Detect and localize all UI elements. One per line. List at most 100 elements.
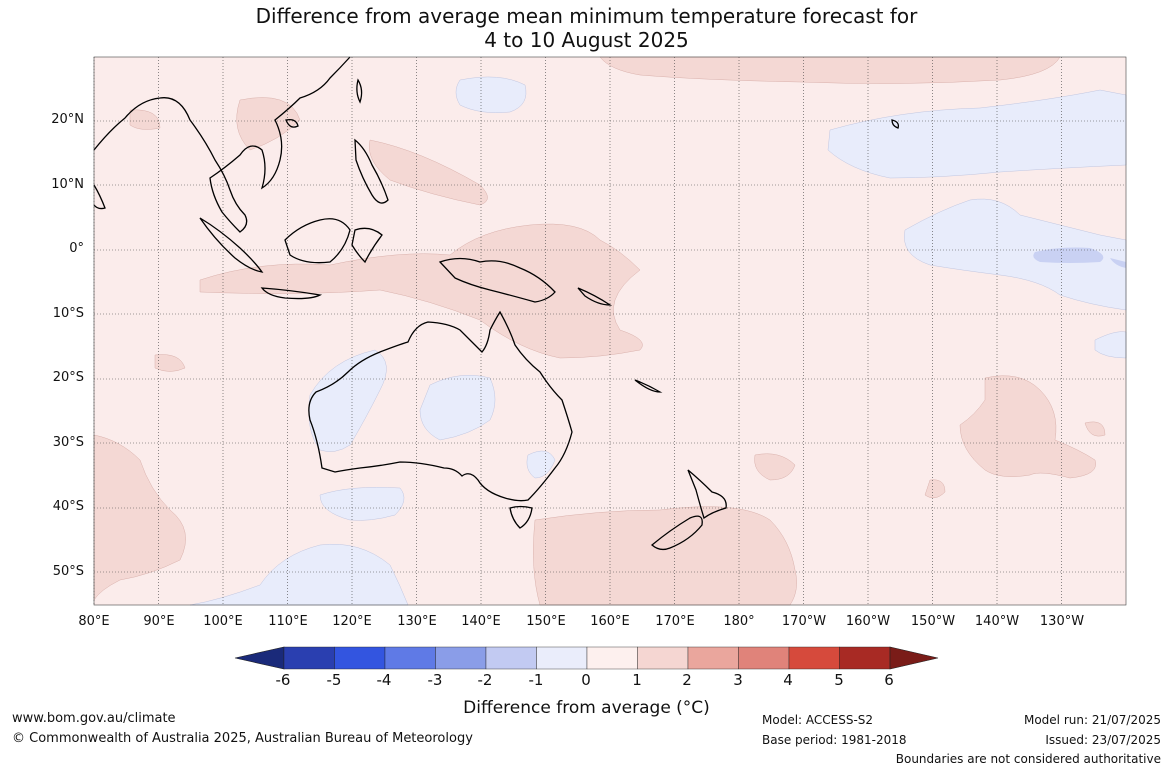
- coast-australia: [308, 310, 573, 502]
- title-line-2: 4 to 10 August 2025: [484, 28, 689, 52]
- lat-label: 40°S: [52, 499, 84, 514]
- lat-label: 20°S: [52, 370, 84, 385]
- coast-asia: [93, 56, 351, 233]
- colorbar-title: Difference from average (°C): [463, 698, 710, 718]
- cool-region-equatorial-pacific: [904, 198, 1127, 311]
- title-line-1: Difference from average mean minimum tem…: [255, 4, 918, 28]
- base-period: Base period: 1981-2018: [762, 733, 907, 747]
- colorbar-swatch: [384, 646, 436, 670]
- colorbar-swatch: [536, 646, 588, 670]
- lat-label: 20°N: [51, 112, 84, 127]
- cool-region-australia-interior: [419, 374, 496, 441]
- cool-region-southern-ocean-b: [189, 544, 409, 606]
- cool-strong-region-equatorial: [1033, 247, 1104, 263]
- colorbar-swatch: [788, 646, 840, 670]
- lon-label: 110°E: [268, 614, 308, 629]
- warm-region-north-pacific: [599, 56, 1061, 84]
- colorbar-tick: -5: [326, 671, 342, 689]
- coast-tasmania: [509, 505, 533, 529]
- warm-region-small-2: [924, 479, 946, 499]
- warm-region-tasman-south: [533, 506, 797, 606]
- coast-sulawesi: [351, 227, 383, 264]
- lon-label: 100°E: [203, 614, 243, 629]
- lat-label: 10°N: [51, 177, 84, 192]
- colorbar-swatch: [637, 646, 689, 670]
- colorbar-swatch: [485, 646, 537, 670]
- forecast-map: [93, 56, 1127, 670]
- lon-label: 130°W: [1039, 614, 1085, 629]
- warm-region-small-4: [1084, 421, 1106, 437]
- cool-region-southern-ocean-a: [319, 487, 405, 521]
- lon-label: 150°W: [910, 614, 956, 629]
- colorbar-swatch: [586, 646, 638, 670]
- coast-hainan: [285, 118, 299, 128]
- colorbar-tick: -3: [427, 671, 443, 689]
- colorbar-swatch: [839, 646, 891, 670]
- cool-region-north-pacific-b: [827, 89, 1127, 179]
- warm-anomaly-regions: [93, 56, 1106, 606]
- colorbar-extend-low: [234, 646, 285, 670]
- colorbar-tick: 1: [632, 671, 642, 689]
- lat-label: 50°S: [52, 564, 84, 579]
- warm-region-small-5: [129, 109, 161, 130]
- coast-borneo: [284, 218, 351, 264]
- warm-region-small-3: [154, 354, 186, 372]
- model-name: Model: ACCESS-S2: [762, 713, 874, 727]
- colorbar-swatch: [687, 646, 739, 670]
- colorbar-extend-high: [889, 646, 939, 670]
- colorbar-tick: -1: [528, 671, 544, 689]
- colorbar-tick: 0: [581, 671, 591, 689]
- lon-label: 120°E: [332, 614, 372, 629]
- colorbar-tick: 6: [884, 671, 894, 689]
- warm-region-small-1: [754, 453, 796, 481]
- lon-label: 80°E: [78, 614, 110, 629]
- coast-new-caledonia: [634, 379, 663, 393]
- colorbar-tick: -4: [376, 671, 392, 689]
- cool-region-small-east-aus: [526, 450, 556, 479]
- lon-label: 170°E: [655, 614, 695, 629]
- warm-region-maritime: [199, 223, 643, 359]
- boundary-disclaimer: Boundaries are not considered authoritat…: [895, 752, 1161, 766]
- lon-label: 130°E: [397, 614, 437, 629]
- colorbar-tick: -2: [477, 671, 493, 689]
- lat-label: 0°: [69, 241, 84, 256]
- warm-region-philippines: [368, 139, 488, 206]
- coast-taiwan: [356, 78, 363, 104]
- colorbar-swatch: [283, 646, 335, 670]
- cool-region-north-pacific-a: [455, 76, 527, 113]
- coast-sumatra: [199, 217, 264, 273]
- cool-strong-regions: [1033, 247, 1126, 268]
- colorbar-tick: 3: [733, 671, 743, 689]
- coastlines: [93, 56, 900, 551]
- website-link[interactable]: www.bom.gov.au/climate: [12, 711, 176, 726]
- colorbar: [234, 646, 939, 670]
- lat-label: 30°S: [52, 435, 84, 450]
- coast-solomons: [577, 287, 613, 306]
- issued-date: Issued: 23/07/2025: [1045, 733, 1161, 747]
- lon-label: 140°E: [461, 614, 501, 629]
- coast-philippines: [354, 138, 389, 204]
- colorbar-swatch: [334, 646, 386, 670]
- coast-nz-south: [650, 515, 703, 551]
- map-frame: [93, 56, 1127, 606]
- model-run-date: Model run: 21/07/2025: [1023, 713, 1161, 727]
- colorbar-tick: 2: [682, 671, 692, 689]
- warm-region-sw-indian: [93, 434, 186, 601]
- map-title: Difference from average mean minimum tem…: [0, 4, 1173, 52]
- lon-label: 160°E: [590, 614, 630, 629]
- lon-label: 180°: [723, 614, 755, 629]
- cool-strong-region-east: [1110, 258, 1126, 268]
- lon-label: 160°W: [845, 614, 891, 629]
- colorbar-tick: -6: [275, 671, 291, 689]
- lat-label: 10°S: [52, 306, 84, 321]
- coast-hawaii: [891, 119, 900, 129]
- coast-nz-north: [687, 469, 727, 520]
- warm-region-east-pacific: [959, 375, 1096, 479]
- coast-java: [260, 287, 323, 300]
- colorbar-tick: 5: [834, 671, 844, 689]
- coast-new-guinea: [438, 257, 556, 303]
- colorbar-tick: 4: [783, 671, 793, 689]
- lon-label: 150°E: [526, 614, 566, 629]
- coast-india: [93, 184, 106, 210]
- lon-label: 140°W: [974, 614, 1020, 629]
